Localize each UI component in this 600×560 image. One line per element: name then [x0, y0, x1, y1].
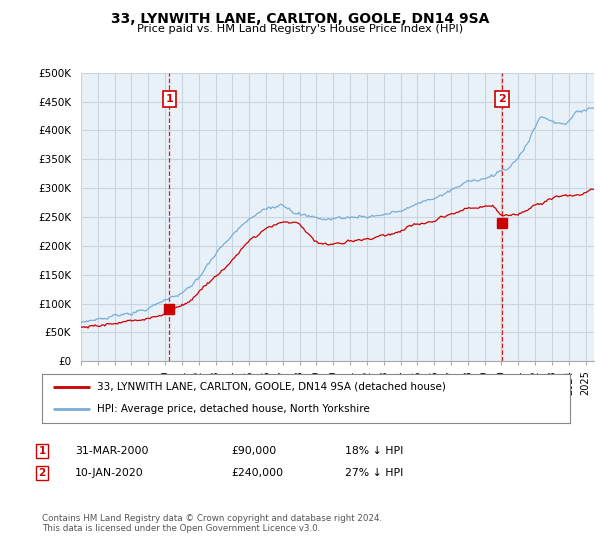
- Text: Contains HM Land Registry data © Crown copyright and database right 2024.
This d: Contains HM Land Registry data © Crown c…: [42, 514, 382, 534]
- Text: 18% ↓ HPI: 18% ↓ HPI: [345, 446, 403, 456]
- Text: 1: 1: [166, 94, 173, 104]
- Text: 31-MAR-2000: 31-MAR-2000: [75, 446, 149, 456]
- Text: £240,000: £240,000: [231, 468, 283, 478]
- Text: 33, LYNWITH LANE, CARLTON, GOOLE, DN14 9SA (detached house): 33, LYNWITH LANE, CARLTON, GOOLE, DN14 9…: [97, 382, 446, 392]
- Text: £90,000: £90,000: [231, 446, 276, 456]
- Text: HPI: Average price, detached house, North Yorkshire: HPI: Average price, detached house, Nort…: [97, 404, 370, 414]
- Text: 33, LYNWITH LANE, CARLTON, GOOLE, DN14 9SA: 33, LYNWITH LANE, CARLTON, GOOLE, DN14 9…: [111, 12, 489, 26]
- Text: 2: 2: [498, 94, 506, 104]
- Text: 27% ↓ HPI: 27% ↓ HPI: [345, 468, 403, 478]
- Text: 2: 2: [38, 468, 46, 478]
- Text: 1: 1: [38, 446, 46, 456]
- Text: 10-JAN-2020: 10-JAN-2020: [75, 468, 144, 478]
- Text: Price paid vs. HM Land Registry's House Price Index (HPI): Price paid vs. HM Land Registry's House …: [137, 24, 463, 34]
